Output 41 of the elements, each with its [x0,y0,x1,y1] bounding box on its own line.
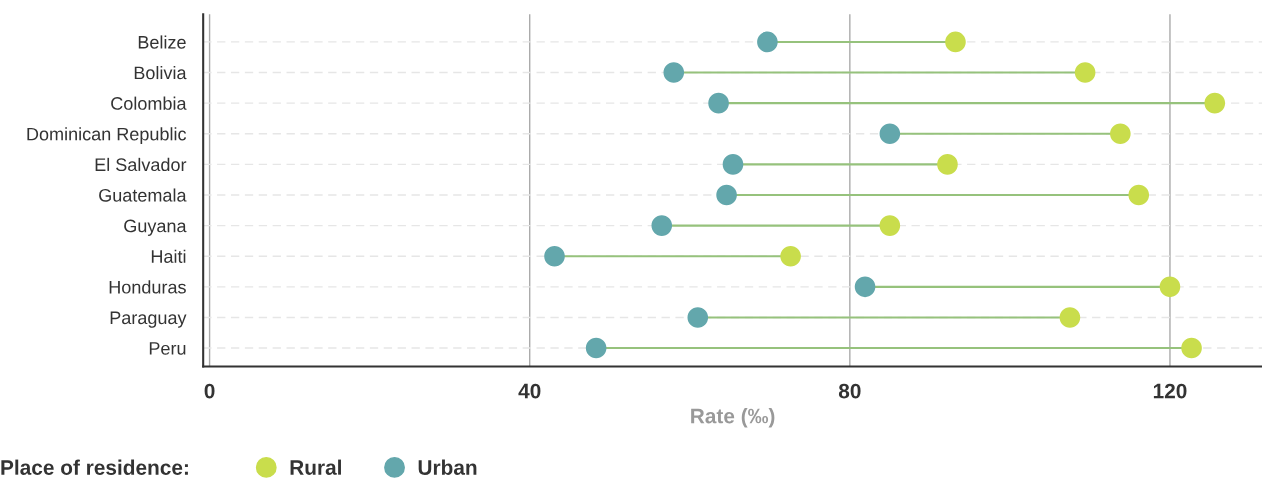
point [879,123,901,145]
x-tick-label: 40 [518,383,541,399]
point [757,31,778,53]
point [780,245,801,267]
point [937,154,958,175]
x-tick-label: 120 [1153,383,1187,399]
point [716,184,737,206]
y-tick-label: Peru [149,342,186,355]
point [1204,92,1226,114]
y-tick-label: Bolivia [134,65,187,80]
point [1059,307,1081,328]
point [1181,337,1202,359]
x-tick-label: 0 [204,383,215,399]
y-tick-label: Dominican Republic [27,127,187,145]
y-tick-label: Haiti [151,249,186,263]
point [1074,62,1096,83]
y-tick-label: Honduras [109,280,186,294]
y-tick-label: El Salvador [95,157,187,172]
point [1110,123,1131,145]
y-tick-label: Paraguay [110,311,187,328]
point [722,154,744,175]
y-tick-label: Belize [138,35,186,49]
legend-label: Rural [290,459,341,475]
point [687,307,709,328]
x-tick-label: 80 [838,383,861,399]
y-tick-label: Guyana [124,219,187,236]
point [945,31,966,53]
y-tick-label: Colombia [111,96,187,110]
y-tick-label: Guatemala [99,188,187,202]
point [879,215,901,236]
legend-title: Place of residence: [1,459,188,475]
point [708,92,729,114]
point [651,215,673,236]
point [663,62,685,83]
legend-label: Urban [418,459,477,475]
point [1128,184,1150,206]
x-axis-title: Rate (‰) [691,408,775,428]
point [1159,276,1181,298]
point [854,276,876,298]
point [544,245,565,267]
point [585,337,607,359]
